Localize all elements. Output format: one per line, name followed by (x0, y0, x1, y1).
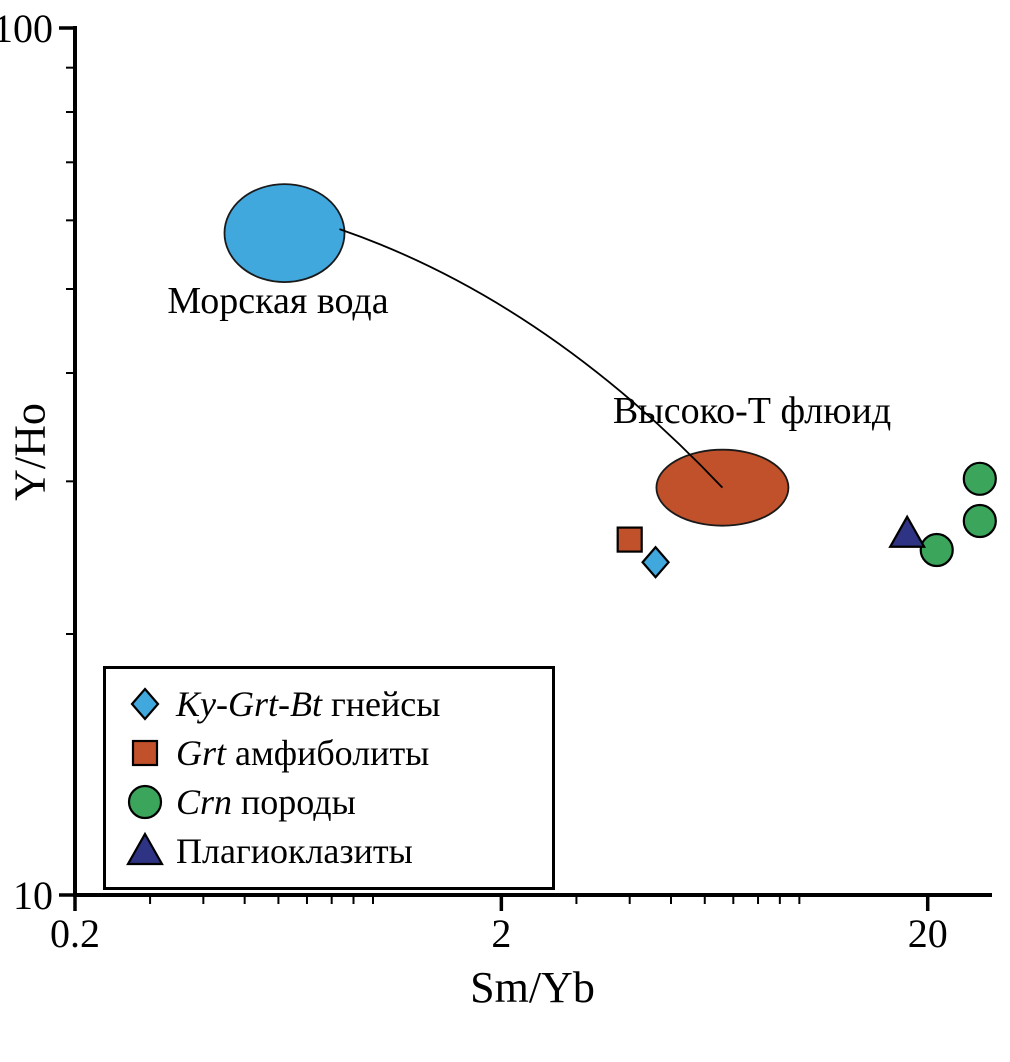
legend: Ky-Grt-Bt гнейсы Grt амфиболиты Crn поро… (103, 666, 555, 890)
x-tick-label: 20 (908, 911, 948, 956)
legend-label-text: гнейсы (321, 683, 441, 724)
circle-marker (919, 532, 954, 568)
axes (73, 26, 992, 897)
circle-marker (127, 784, 163, 819)
legend-item-label: Плагиоклазиты (176, 830, 413, 872)
legend-item: Crn породы (122, 777, 544, 826)
diamond-marker-icon (130, 686, 160, 721)
triangle-marker (126, 831, 164, 865)
diamond-marker (130, 686, 160, 721)
x-tick-label: 2 (491, 911, 511, 956)
diamond-marker (641, 545, 671, 579)
legend-item-label: Crn породы (176, 781, 356, 823)
legend-label-italic: Grt (176, 732, 227, 773)
x-tick-label: 0.2 (50, 911, 100, 956)
circle-marker (962, 461, 997, 496)
legend-label-italic: Ky-Grt-Bt (176, 683, 322, 724)
square-marker-icon (131, 739, 159, 766)
legend-item-label: Grt амфиболиты (176, 732, 429, 774)
legend-label-text: породы (232, 781, 356, 822)
triangle-marker (888, 514, 927, 548)
legend-label-text: Плагиоклазиты (176, 830, 413, 871)
x-axis-label: Sm/Yb (470, 963, 595, 1012)
legend-item-label: Ky-Grt-Bt гнейсы (176, 683, 440, 725)
triangle-marker-icon (126, 831, 164, 865)
square-marker (131, 739, 159, 766)
circle-marker-icon (127, 784, 163, 819)
y-axis-label: Y/Ho (5, 403, 55, 501)
field-label-high-t-fluid: Высоко-Т флюид (613, 390, 891, 432)
legend-item: Grt амфиболиты (122, 728, 544, 777)
circle-marker (962, 503, 997, 539)
field-ellipse-seawater (223, 183, 346, 284)
legend-label-text: амфиболиты (226, 732, 430, 773)
legend-item: Ky-Grt-Bt гнейсы (122, 679, 544, 728)
field-label-seawater: Морская вода (167, 280, 388, 322)
legend-label-italic: Crn (176, 781, 233, 822)
mixing-line (339, 228, 724, 489)
y-tick-label: 10 (13, 873, 53, 918)
legend-item: Плагиоклазиты (122, 826, 544, 875)
square-marker (616, 526, 643, 553)
y-tick-label: 100 (0, 6, 53, 51)
